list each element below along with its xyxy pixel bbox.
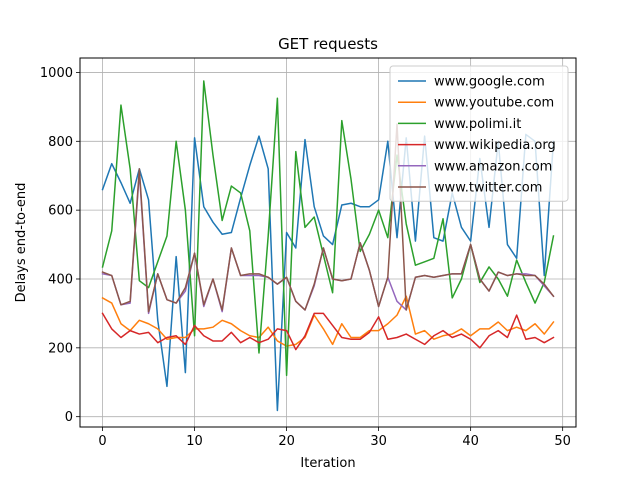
x-tick-label: 10 [186,434,203,449]
x-tick-label: 40 [462,434,479,449]
legend-label: www.youtube.com [434,96,554,111]
x-tick-label: 30 [370,434,387,449]
axis-ticks: 0 10 20 30 40 50 0 200 400 600 800 1000 [40,66,571,449]
plot-area-frame [79,57,577,428]
series-line-4 [101,312,555,351]
x-tick-label: 20 [278,434,295,449]
legend-label: www.wikipedia.org [434,138,556,153]
y-tick-label: 0 [65,410,73,425]
y-tick-label: 600 [48,204,73,219]
legend-frame [389,65,569,202]
series-lines [101,80,555,412]
legend: www.google.com www.youtube.com www.polimi.… [389,65,569,202]
x-axis-label: Iteration [300,456,355,471]
chart-title: GET requests [278,35,378,53]
y-tick-label: 800 [48,135,73,150]
series-line-6 [101,123,555,313]
x-tick-label: 50 [554,434,571,449]
y-tick-label: 400 [48,272,73,287]
y-tick-label: 1000 [40,66,73,81]
legend-label: www.polimi.it [434,117,521,132]
y-tick-label: 200 [48,341,73,356]
y-axis-label: Delays end-to-end [14,183,29,303]
x-tick-label: 0 [98,434,106,449]
legend-label: www.google.com [434,75,545,90]
legend-label: www.amazon.com [434,159,552,174]
legend-label: www.twitter.com [434,181,542,196]
